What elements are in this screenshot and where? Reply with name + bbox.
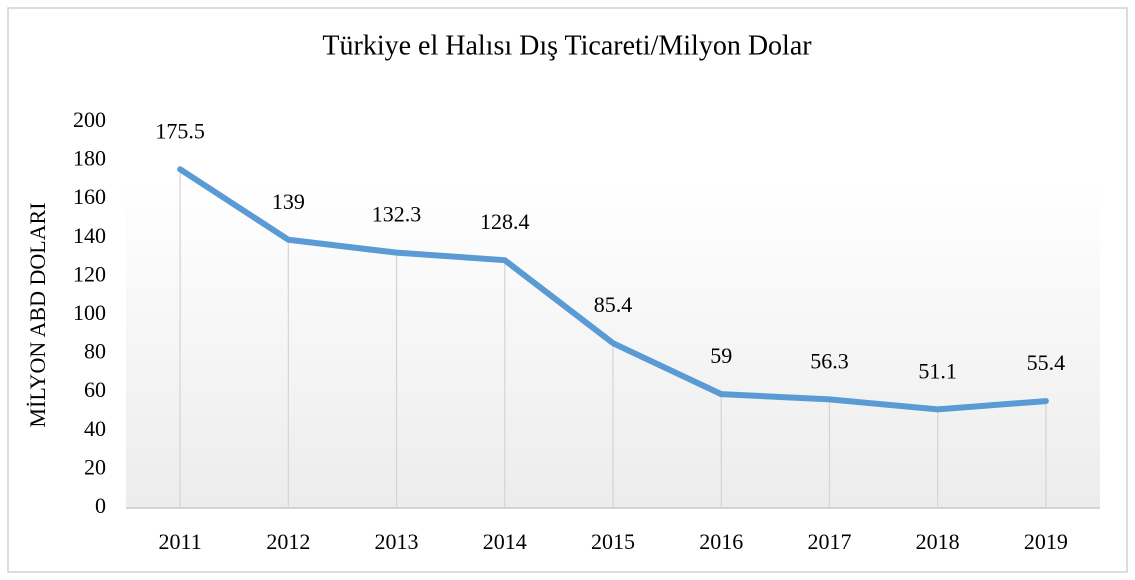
y-tick-label: 100	[73, 300, 106, 325]
y-tick-label: 140	[73, 223, 106, 248]
chart-title: Türkiye el Halısı Dış Ticareti/Milyon Do…	[322, 30, 812, 61]
x-tick-label: 2013	[375, 529, 419, 554]
x-tick-label: 2016	[699, 529, 743, 554]
x-tick-label: 2015	[591, 529, 635, 554]
data-label: 55.4	[1027, 350, 1066, 375]
y-tick-label: 20	[84, 454, 106, 479]
data-label: 85.4	[594, 292, 633, 317]
data-label: 132.3	[372, 202, 422, 227]
y-axis-label: MİLYON ABD DOLARI	[25, 202, 50, 427]
y-tick-label: 60	[84, 377, 106, 402]
y-tick-label: 80	[84, 339, 106, 364]
data-label: 56.3	[810, 348, 849, 373]
x-tick-label: 2014	[483, 529, 527, 554]
x-tick-label: 2017	[807, 529, 851, 554]
data-label: 128.4	[480, 209, 530, 234]
x-tick-label: 2019	[1024, 529, 1068, 554]
x-tick-label: 2011	[159, 529, 202, 554]
data-label: 59	[710, 343, 732, 368]
y-tick-label: 200	[73, 107, 106, 132]
data-label: 51.1	[918, 358, 957, 383]
y-tick-label: 120	[73, 261, 106, 286]
data-line	[177, 166, 1049, 413]
data-label: 175.5	[155, 118, 205, 143]
x-tick-label: 2012	[266, 529, 310, 554]
y-tick-label: 180	[73, 146, 106, 171]
y-tick-label: 0	[95, 493, 106, 518]
data-label: 139	[272, 189, 305, 214]
y-tick-label: 40	[84, 416, 106, 441]
x-tick-label: 2018	[916, 529, 960, 554]
y-tick-label: 160	[73, 184, 106, 209]
